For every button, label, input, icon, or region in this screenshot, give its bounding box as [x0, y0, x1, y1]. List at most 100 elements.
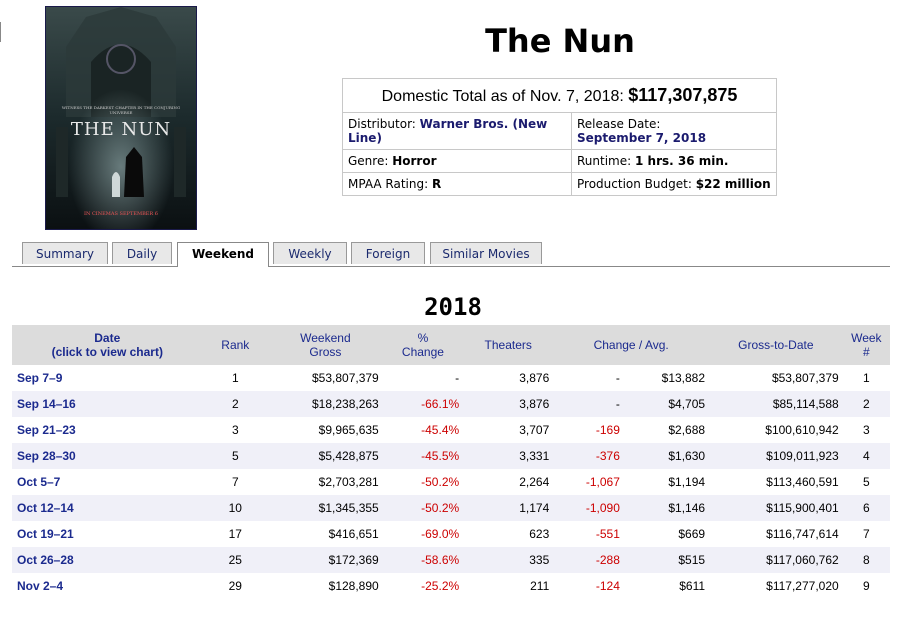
tab-bar: Summary Daily Weekend Weekly Foreign Sim… [12, 242, 890, 267]
row-gross-to-date: $115,900,401 [709, 495, 843, 521]
tab-weekend[interactable]: Weekend [177, 242, 269, 267]
row-week-number: 2 [842, 391, 890, 417]
genre-label: Genre: [348, 154, 389, 168]
row-avg: $515 [623, 547, 710, 573]
row-theaters: 2,264 [519, 475, 550, 489]
header-weekend-gross[interactable]: Weekend Gross [268, 325, 383, 365]
row-weekend-gross: $2,703,281 [318, 475, 379, 489]
table-row: Sep 21–23 3 $9,965,635 -45.4% 3,707 -169… [12, 417, 890, 443]
row-rank: 7 [231, 475, 239, 489]
row-week-number: 4 [842, 443, 890, 469]
header-rank[interactable]: Rank [202, 325, 269, 365]
row-date-link[interactable]: Nov 2–4 [17, 579, 64, 593]
row-date-link[interactable]: Sep 21–23 [17, 423, 76, 437]
row-pct-change: -58.6% [382, 547, 464, 573]
row-theaters: 1,174 [463, 495, 554, 521]
row-gross-to-date: $100,610,942 [765, 423, 839, 437]
row-theaters: 335 [463, 547, 554, 573]
runtime-value: 1 hrs. 36 min. [635, 154, 729, 168]
row-rank: 3 [231, 423, 239, 437]
domestic-total-value: $117,307,875 [628, 85, 738, 105]
left-edge-mark [0, 22, 1, 42]
weekend-table: Date (click to view chart) Rank Weekend Gr… [12, 325, 890, 599]
row-avg: $1,146 [623, 495, 710, 521]
movie-poster[interactable]: WITNESS THE DARKEST CHAPTER IN THE CONJU… [45, 6, 197, 230]
row-week-number: 1 [862, 371, 870, 385]
row-theaters: 3,331 [463, 443, 554, 469]
movie-info-table: Domestic Total as of Nov. 7, 2018: $117,… [342, 78, 777, 196]
row-gross-to-date: $113,460,591 [766, 475, 839, 489]
row-date-link[interactable]: Oct 19–21 [17, 527, 74, 541]
row-theater-change: -124 [595, 579, 620, 593]
runtime-cell: Runtime: 1 hrs. 36 min. [571, 149, 777, 173]
row-rank: 10 [202, 495, 269, 521]
tab-weekly[interactable]: Weekly [273, 242, 347, 264]
row-theaters: 3,707 [519, 423, 550, 437]
row-avg: $2,688 [668, 423, 706, 437]
row-date-link[interactable]: Oct 5–7 [17, 475, 61, 489]
weekend-table-body: Sep 7–9 1 $53,807,379 - 3,876 - $13,882 … [12, 365, 890, 599]
header-change-avg[interactable]: Change / Avg. [553, 325, 710, 365]
row-weekend-gross: $1,345,355 [268, 495, 383, 521]
row-avg: $1,194 [668, 475, 706, 489]
row-date-link[interactable]: Sep 28–30 [12, 443, 203, 469]
release-date-label: Release Date: [577, 117, 661, 131]
row-pct-change: -69.0% [421, 527, 460, 541]
table-row: Oct 19–21 17 $416,651 -69.0% 623 -551 $6… [12, 521, 890, 547]
budget-value: $22 million [695, 177, 771, 191]
row-date-link[interactable]: Oct 12–14 [12, 495, 203, 521]
row-gross-to-date: $116,747,614 [766, 527, 839, 541]
poster-tagline: WITNESS THE DARKEST CHAPTER IN THE CONJU… [61, 105, 181, 115]
row-gross-to-date: $109,011,923 [709, 443, 843, 469]
runtime-label: Runtime: [577, 154, 632, 168]
row-gross-to-date: $53,807,379 [771, 371, 839, 385]
row-weekend-gross: $128,890 [328, 579, 379, 593]
row-theaters: 3,876 [519, 371, 550, 385]
header-gross-to-date[interactable]: Gross-to-Date [709, 325, 843, 365]
row-weekend-gross: $9,965,635 [318, 423, 379, 437]
row-rank: 25 [202, 547, 269, 573]
row-pct-change: -66.1% [382, 391, 464, 417]
tab-similar-movies[interactable]: Similar Movies [430, 242, 542, 264]
row-pct-change: -50.2% [382, 495, 464, 521]
row-avg: $669 [678, 527, 706, 541]
row-weekend-gross: $416,651 [328, 527, 379, 541]
tab-daily[interactable]: Daily [112, 242, 172, 264]
genre-value: Horror [392, 154, 437, 168]
poster-title: THE NUN [70, 119, 172, 140]
row-weekend-gross: $5,428,875 [268, 443, 383, 469]
poster-art [46, 7, 196, 229]
movie-title: The Nun [485, 22, 635, 60]
table-row: Oct 12–14 10 $1,345,355 -50.2% 1,174 -1,… [12, 495, 890, 521]
release-date-link[interactable]: September 7, 2018 [577, 131, 707, 145]
row-theater-change: -1,067 [585, 475, 620, 489]
header-week-number[interactable]: Week # [842, 325, 890, 365]
row-pct-change: -50.2% [421, 475, 460, 489]
row-gross-to-date: $117,060,762 [709, 547, 843, 573]
row-theaters: 623 [529, 527, 550, 541]
row-week-number: 3 [862, 423, 870, 437]
row-rank: 1 [231, 371, 239, 385]
release-date-cell: Release Date: September 7, 2018 [571, 112, 777, 150]
domestic-total: Domestic Total as of Nov. 7, 2018: $117,… [342, 78, 777, 113]
header-date[interactable]: Date (click to view chart) [12, 325, 203, 365]
row-weekend-gross: $172,369 [268, 547, 383, 573]
distributor-cell: Distributor: Warner Bros. (New Line) [342, 112, 572, 150]
row-weekend-gross: $53,807,379 [311, 371, 379, 385]
row-date-link[interactable]: Sep 14–16 [12, 391, 203, 417]
row-rank: 5 [202, 443, 269, 469]
distributor-link[interactable]: Warner Bros. (New Line) [348, 117, 548, 145]
row-gross-to-date: $85,114,588 [709, 391, 843, 417]
row-theaters: 3,876 [463, 391, 554, 417]
table-row: Sep 28–30 5 $5,428,875 -45.5% 3,331 -376… [12, 443, 890, 469]
row-date-link[interactable]: Sep 7–9 [17, 371, 63, 385]
row-rank: 17 [228, 527, 242, 541]
header-pct-change[interactable]: % Change [382, 325, 464, 365]
row-week-number: 7 [862, 527, 870, 541]
row-theater-change: -288 [553, 547, 624, 573]
budget-label: Production Budget: [577, 177, 692, 191]
tab-foreign[interactable]: Foreign [351, 242, 425, 264]
tab-summary[interactable]: Summary [22, 242, 108, 264]
header-theaters[interactable]: Theaters [463, 325, 554, 365]
row-date-link[interactable]: Oct 26–28 [12, 547, 203, 573]
